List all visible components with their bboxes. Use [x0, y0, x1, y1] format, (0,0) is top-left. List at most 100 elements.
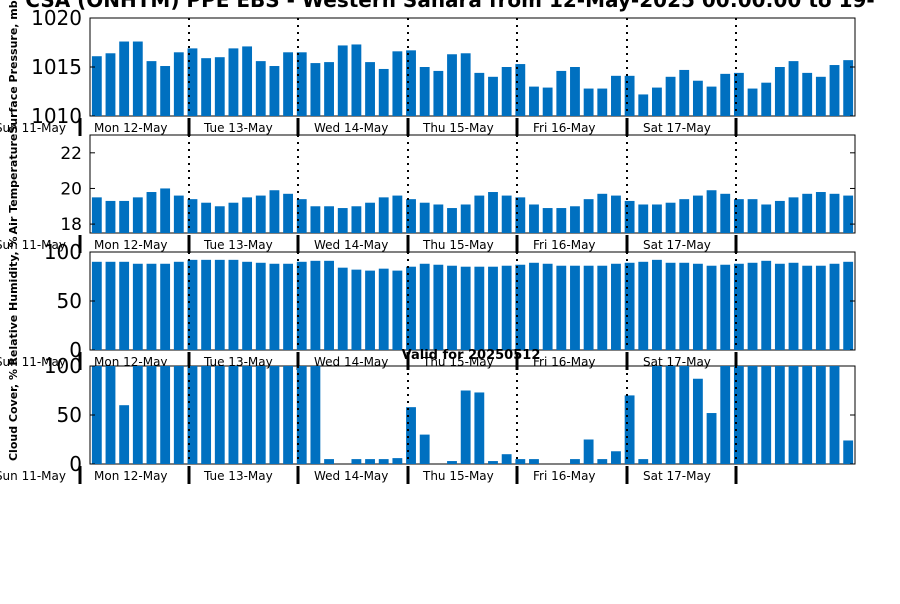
panel-2-bar: [597, 193, 608, 233]
panel-2-bar: [337, 208, 348, 233]
panel-3-bar: [556, 265, 567, 350]
panel-3-bar: [146, 263, 157, 350]
panel-2-bar: [460, 204, 471, 233]
panel-3-bar: [419, 263, 430, 350]
panel-4-bar: [392, 458, 403, 464]
panel-3-bar: [638, 261, 649, 350]
panel-1-day-label: Thu 15-May: [422, 121, 494, 135]
panel-2-bar: [173, 195, 184, 233]
panel-3-bar: [283, 263, 293, 350]
panel-4-bar: [815, 366, 826, 464]
panel-1-bar: [119, 41, 130, 116]
panel-2-ytick-label: 20: [60, 180, 82, 200]
panel-3-bar: [173, 261, 184, 350]
panel-4-bar: [597, 459, 608, 464]
panel-3-bar: [679, 262, 690, 350]
panel-4-bar: [515, 459, 526, 464]
panel-1-bar: [679, 69, 690, 116]
panel-3-bar: [761, 260, 772, 350]
panel-2-bar: [419, 202, 430, 233]
panel-1-bar: [255, 61, 266, 116]
panel-1-bar: [665, 76, 676, 116]
panel-4-bar: [843, 440, 854, 464]
panel-1-bar: [392, 51, 403, 116]
panel-1-bar: [406, 50, 416, 117]
panel-1-ytick-label: 1015: [31, 55, 82, 79]
panel-1-bar: [460, 53, 471, 116]
panel-1-day-label: Mon 12-May: [94, 121, 168, 135]
panel-2-bar: [91, 197, 102, 233]
panel-1-bar: [829, 65, 840, 116]
panel-3-bar: [802, 265, 813, 350]
panel-3-bar: [392, 270, 403, 350]
panel-4-bar: [665, 366, 676, 464]
panel-3-bar: [242, 261, 253, 350]
panel-2-bar: [638, 204, 649, 233]
panel-1-bar: [788, 61, 799, 116]
panel-4-bar: [501, 454, 512, 464]
panel-3-bar: [337, 267, 348, 350]
panel-2-bar: [228, 202, 239, 233]
panel-2-bar: [624, 200, 635, 233]
panel-1-bar: [201, 58, 212, 116]
panel-4-ytick-label: 100: [44, 354, 82, 378]
panel-4-bar: [692, 378, 703, 464]
panel-2-bar: [214, 206, 225, 233]
panel-1-bar: [733, 72, 744, 116]
panel-3-bar: [160, 263, 171, 350]
panel-2-day-label: Sat 17-May: [643, 238, 711, 252]
panel-1-bar: [132, 41, 143, 116]
panel-4-bar: [228, 366, 239, 464]
panel-3-bar: [624, 262, 635, 350]
panel-2-bar: [242, 197, 253, 233]
panel-2-bar: [146, 192, 157, 233]
panel-3-bar: [201, 259, 212, 350]
panel-1-bar: [447, 54, 457, 116]
panel-4-bar: [187, 366, 198, 464]
panel-2-bar: [105, 200, 116, 233]
panel-3-bar: [652, 259, 662, 350]
panel-4-day-label: Thu 15-May: [422, 469, 494, 483]
panel-3-bar: [774, 263, 785, 350]
panel-1-bar: [105, 53, 116, 116]
panel-2-bar: [788, 197, 799, 233]
panel-1-bar: [228, 48, 239, 116]
panel-2-bar: [679, 199, 690, 233]
panel-1-bar: [843, 60, 854, 116]
panel-2-ytick-label: 22: [60, 144, 82, 164]
panel-2-bar: [324, 206, 334, 233]
panel-3-bar: [214, 259, 225, 350]
panel-2-bar: [310, 206, 321, 233]
panel-4-bar: [583, 439, 594, 464]
panel-3-bar: [228, 259, 239, 350]
panel-4-bar: [351, 459, 362, 464]
panel-2-bar: [515, 197, 526, 233]
panel-2-bar: [665, 202, 676, 233]
panel-2-bar: [187, 199, 198, 233]
panel-3-bar: [474, 266, 485, 350]
panel-2-bar: [351, 206, 362, 233]
panel-1-bar: [638, 94, 649, 116]
panel-3-bar: [583, 265, 594, 350]
panel-1-bar: [597, 88, 608, 116]
panel-2-bar: [160, 188, 171, 233]
panel-4-bar: [570, 459, 580, 464]
panel-4-bar: [146, 366, 157, 464]
panel-2-bar: [815, 192, 826, 233]
panel-3-day-label: Wed 14-May: [314, 355, 388, 369]
panel-3-bar: [829, 263, 840, 350]
panel-2-day-label: Sun 11-May: [0, 238, 66, 252]
panel-4-day-label: Tue 13-May: [203, 469, 273, 483]
panel-4-bar: [460, 390, 471, 464]
panel-3-bar: [720, 264, 731, 350]
panel-1-day-label: Tue 13-May: [203, 121, 273, 135]
panel-3-bar: [378, 268, 389, 350]
panel-4-bar: [324, 459, 334, 464]
panel-2-bar: [542, 208, 553, 233]
panel-1-bar: [529, 86, 539, 116]
panel-3-bar: [105, 261, 116, 350]
panel-4-bar: [652, 366, 662, 464]
panel-3-bar: [501, 265, 512, 350]
